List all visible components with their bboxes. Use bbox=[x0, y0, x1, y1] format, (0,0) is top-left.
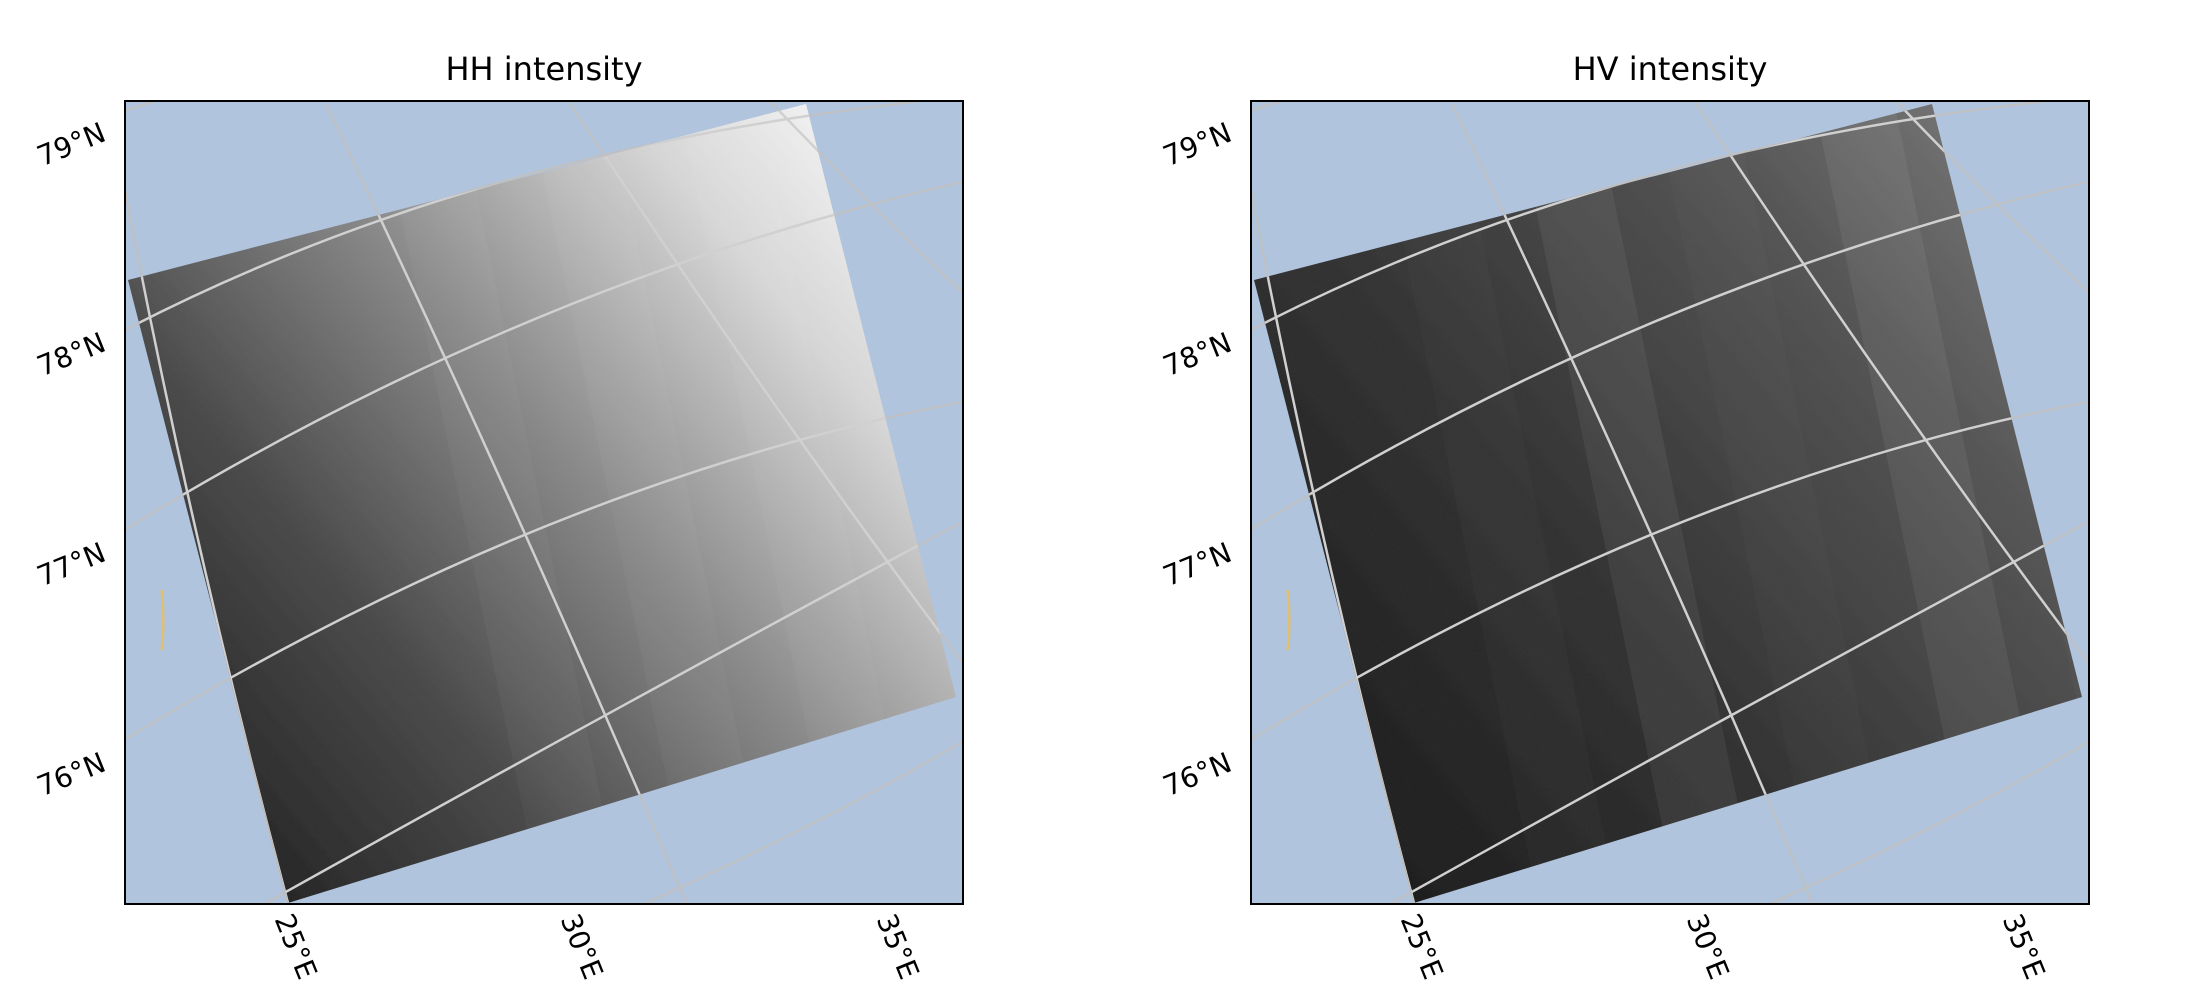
lon-label-30e: 30°E bbox=[1679, 909, 1736, 984]
hh-panel-title: HH intensity bbox=[445, 50, 643, 88]
lon-label-30e: 30°E bbox=[553, 909, 610, 984]
swath-strips bbox=[1512, 104, 2062, 903]
lon-label-35e: 35°E bbox=[869, 909, 926, 984]
hv-map bbox=[1250, 100, 2090, 905]
lat-label-78n: 78°N bbox=[1158, 325, 1237, 384]
hh-map bbox=[124, 100, 964, 905]
hh-panel: HH intensity 79°N 78°N 77°N 76°N 25°E 30… bbox=[32, 50, 964, 984]
lat-label-78n: 78°N bbox=[32, 325, 111, 384]
lat-label-76n: 76°N bbox=[32, 745, 111, 804]
lat-label-79n: 79°N bbox=[32, 115, 111, 174]
hh-sar-swath bbox=[128, 104, 956, 903]
lat-label-77n: 77°N bbox=[32, 535, 111, 594]
coastline-mark bbox=[160, 589, 165, 651]
hv-sar-swath bbox=[1254, 104, 2082, 903]
hv-panel: HV intensity 79°N 78°N 77°N 76°N 25°E 30… bbox=[1100, 0, 2200, 1000]
hh-map-canvas bbox=[126, 102, 962, 903]
hv-panel-title: HV intensity bbox=[1572, 50, 1768, 88]
hv-map-canvas bbox=[1252, 102, 2088, 903]
lon-label-25e: 25°E bbox=[267, 909, 324, 984]
lat-label-79n: 79°N bbox=[1158, 115, 1237, 174]
lat-label-76n: 76°N bbox=[1158, 745, 1237, 804]
lon-label-35e: 35°E bbox=[1995, 909, 2052, 984]
lat-label-77n: 77°N bbox=[1158, 535, 1237, 594]
lon-label-25e: 25°E bbox=[1393, 909, 1450, 984]
coastline-mark bbox=[1286, 589, 1291, 651]
